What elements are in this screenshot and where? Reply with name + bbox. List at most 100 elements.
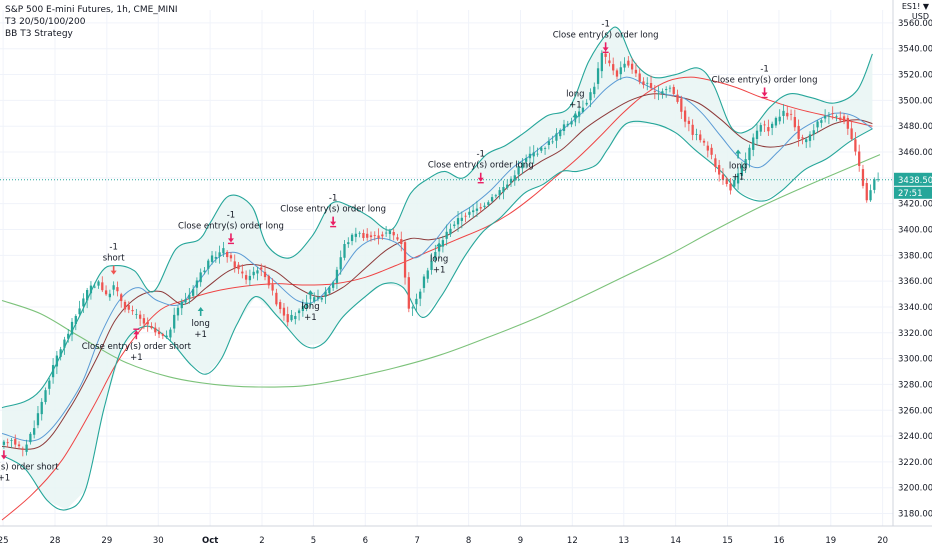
candle-body [157, 331, 161, 335]
candle-body [630, 63, 634, 70]
candle-body [203, 270, 206, 273]
candle-body [767, 127, 770, 132]
price-tick-label: 3300.00 [898, 355, 932, 365]
candle-body [695, 134, 698, 135]
indicator-strategy[interactable]: BB T3 Strategy [5, 29, 73, 39]
candle-body [782, 110, 785, 116]
candle-body [290, 314, 293, 321]
candle-body [248, 275, 252, 281]
candle-body [422, 276, 426, 288]
candle-body [226, 251, 229, 258]
candle-body [377, 235, 380, 239]
signal-label: -1 [109, 243, 117, 253]
candle-body [608, 60, 611, 64]
candle-body [184, 299, 187, 303]
time-tick-label: 13 [618, 536, 629, 546]
signal-label: -1 [760, 65, 768, 75]
candle-body [850, 128, 853, 140]
candle-body [551, 141, 554, 143]
candle-body [82, 298, 85, 307]
candle-body [411, 307, 414, 309]
candle-body [59, 349, 62, 357]
price-tick-label: 3220.00 [898, 458, 932, 468]
price-tick-label: 3340.00 [898, 303, 932, 313]
signal-arrow-head [307, 290, 314, 295]
time-tick-label: 14 [670, 536, 681, 546]
candle-body [744, 159, 747, 169]
symbol-title[interactable]: S&P 500 E-mini Futures, 1h, CME_MINI [5, 5, 178, 15]
signal-label: +1 [304, 313, 317, 323]
candle-body [540, 147, 543, 151]
candle-body [517, 166, 520, 175]
price-tick-label: 3260.00 [898, 406, 932, 416]
candle-body [555, 133, 558, 141]
time-axis-background[interactable] [0, 526, 932, 550]
time-tick-label: 9 [518, 536, 523, 546]
price-tick-label: 3400.00 [898, 225, 932, 235]
candle-body [350, 234, 354, 242]
candle-body [566, 123, 569, 126]
candle-body [297, 310, 301, 314]
candle-body [793, 117, 796, 128]
candle-body [600, 52, 603, 72]
candle-body [17, 444, 21, 447]
candle-body [396, 237, 399, 240]
candle-body [101, 282, 104, 291]
candle-body [48, 380, 51, 389]
candle-body [456, 218, 460, 225]
candle-body [763, 124, 766, 126]
bollinger-band-fill [2, 27, 873, 510]
candle-body [789, 113, 793, 115]
currency-code: USD [911, 12, 929, 21]
candle-body [876, 179, 880, 181]
signal-label: Close entry(s) order long [553, 30, 659, 40]
candle-body [665, 89, 668, 91]
candle-body [415, 298, 418, 305]
candle-body [112, 285, 115, 290]
signal-label: +1 [433, 265, 446, 275]
candle-body [759, 125, 762, 132]
signal-arrow-head [477, 177, 484, 182]
price-axis-background[interactable] [893, 0, 932, 526]
candle-body [691, 124, 694, 135]
candle-body [559, 130, 562, 137]
last-price-tag [894, 172, 932, 186]
candle-body [282, 307, 286, 316]
candle-body [260, 267, 263, 270]
signal-label: -1 [227, 210, 235, 220]
candle-body [778, 116, 781, 122]
candle-body [123, 301, 127, 310]
candle-body [725, 178, 728, 184]
signal-label: +1 [194, 330, 207, 340]
candle-body [419, 291, 422, 299]
candle-body [525, 158, 528, 162]
indicator-t3[interactable]: T3 20/50/100/200 [5, 17, 86, 27]
candle-body [816, 121, 819, 128]
bollinger-band-upper [1, 26, 873, 409]
candle-body [150, 326, 153, 328]
candle-body [301, 305, 305, 311]
candle-body [718, 165, 721, 175]
candle-body [683, 110, 687, 122]
time-tick-label: 6 [363, 536, 368, 546]
candle-body [188, 294, 191, 300]
time-tick-label: 19 [825, 536, 836, 546]
candle-body [638, 73, 641, 82]
candle-body [36, 413, 40, 426]
candle-body [97, 281, 100, 286]
candle-body [392, 231, 395, 236]
candle-body [578, 111, 581, 117]
t3-200-line [1, 154, 881, 388]
candle-body [332, 282, 335, 288]
signal-label: -1 [601, 19, 609, 29]
candle-body [490, 197, 494, 202]
price-tick-label: 3380.00 [898, 251, 932, 261]
signal-arrow-head [330, 221, 337, 226]
candle-body [593, 86, 596, 95]
candle-body [740, 165, 744, 176]
candle-body [668, 87, 672, 89]
candle-body [165, 335, 168, 337]
candle-body [70, 321, 74, 335]
candle-body [241, 271, 244, 274]
